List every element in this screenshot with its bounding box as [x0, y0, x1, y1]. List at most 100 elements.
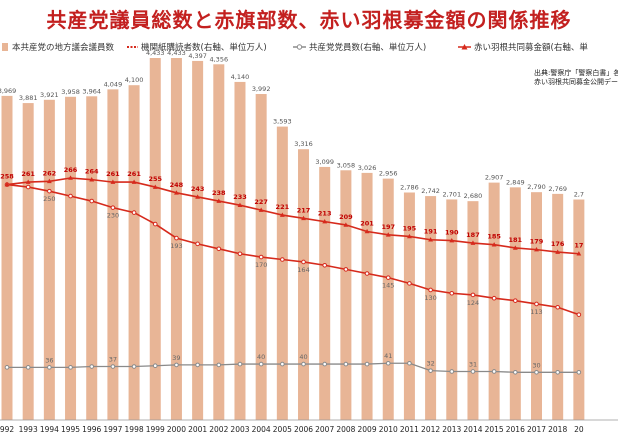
bar	[107, 89, 119, 420]
red-triangle-marker	[131, 179, 137, 184]
gray-marker	[470, 369, 476, 374]
red-triangle-value-label: 201	[360, 220, 374, 228]
red-circle-marker	[407, 281, 412, 286]
red-triangle-marker	[343, 222, 349, 227]
bar-value-label: 2,680	[464, 192, 483, 200]
gray-marker	[216, 362, 222, 368]
gray-marker	[343, 361, 349, 367]
bar	[128, 85, 140, 420]
red-circle-marker	[576, 312, 582, 317]
line-series	[6, 177, 580, 373]
red-triangle-marker	[534, 247, 539, 252]
red-circle-value-label: 164	[297, 266, 309, 274]
red-triangle-value-label: 213	[318, 210, 332, 218]
x-tick-label: 2004	[252, 425, 271, 434]
x-tick-label: 2000	[167, 425, 186, 434]
bar-value-label: 2,701	[442, 190, 461, 198]
red-triangle-value-label: 190	[445, 229, 459, 237]
gray-value-label: 40	[257, 353, 265, 361]
bar-value-label: 2,956	[379, 170, 398, 178]
bar	[22, 103, 34, 420]
x-tick-label: 2005	[273, 425, 292, 434]
red-circle-value-label: 230	[107, 212, 119, 220]
x-tick-label: 2018	[548, 425, 567, 434]
bar-value-label: 3,881	[19, 94, 38, 102]
gray-marker	[491, 369, 497, 374]
x-tick-label: 992	[0, 425, 14, 434]
red-triangle-marker	[110, 179, 116, 184]
bar-value-label: 4,100	[125, 76, 144, 84]
legend-swatch-gray-marker	[296, 44, 303, 50]
red-circle-marker	[174, 235, 179, 241]
bar-value-label: 3,026	[358, 164, 377, 172]
red-triangle-value-label: 248	[170, 181, 184, 189]
x-tick-label: 1998	[125, 425, 144, 434]
gray-marker	[280, 361, 285, 367]
bar-value-label: 4,049	[104, 80, 123, 88]
red-circle-marker	[513, 298, 518, 303]
bar-value-label: 3,958	[61, 88, 80, 96]
bar-value-label: 2,769	[548, 185, 567, 193]
x-axis: 992 1993 1994 1995 1996 1997 1998 1999 2000 2001 2…	[0, 419, 618, 434]
red-triangle-marker	[4, 181, 10, 187]
red-triangle-value-label: 262	[43, 169, 57, 177]
red-triangle-value-label: 181	[509, 236, 523, 244]
red-triangle-marker	[25, 179, 31, 184]
red-triangle-value-label: 179	[530, 238, 544, 246]
gray-marker	[68, 365, 73, 370]
bar	[298, 149, 310, 420]
gray-marker	[4, 365, 10, 370]
red-circle-marker	[258, 254, 264, 260]
x-tick-label: 2003	[230, 425, 249, 434]
bar-value-label: 4,356	[209, 55, 228, 63]
red-circle-marker	[68, 193, 73, 199]
x-tick-label: 20	[574, 425, 584, 434]
gray-marker	[25, 365, 31, 370]
red-triangle-marker	[576, 251, 582, 256]
red-triangle-value-label: 264	[85, 168, 99, 176]
x-tick-label: 2013	[442, 425, 461, 434]
bar	[86, 96, 98, 420]
red-triangle-value-label: 243	[191, 185, 205, 193]
red-circle-marker	[25, 184, 31, 190]
gray-marker	[576, 370, 582, 375]
bar-value-label: 3,921	[40, 91, 59, 99]
gray-value-label: 31	[469, 360, 477, 368]
red-circle-value-label: 250	[43, 195, 55, 203]
red-triangle-value-label: 255	[148, 175, 162, 183]
red-circle-marker	[131, 210, 137, 215]
red-triangle-marker	[491, 242, 497, 247]
gray-marker	[174, 362, 179, 368]
legend-label: 機関紙購読者数(右軸、単位万人)	[141, 42, 267, 53]
red-circle-marker	[47, 188, 52, 194]
bar	[382, 178, 394, 420]
legend-swatch-triangle	[461, 44, 468, 50]
red-triangle-marker	[512, 245, 518, 250]
red-triangle-value-label: 217	[297, 206, 311, 214]
x-tick-label: 1999	[146, 425, 165, 434]
red-triangle-value-label: 191	[424, 228, 438, 236]
red-triangle-value-label: 209	[339, 213, 353, 221]
line-markers	[4, 175, 582, 375]
source-line: 赤い羽根共同募金公開データ	[534, 77, 618, 86]
bar-value-label: 2,790	[527, 183, 546, 191]
x-tick-label: 2015	[485, 425, 504, 434]
red-triangle-marker	[555, 249, 561, 254]
bar-value-label: 3,992	[252, 85, 271, 93]
gray-marker	[555, 370, 560, 375]
x-tick-label: 1994	[40, 425, 59, 434]
red-triangle-marker	[152, 184, 158, 189]
gray-marker	[428, 368, 433, 373]
bar	[319, 166, 331, 420]
gray-marker	[89, 364, 95, 369]
bar-value-label: 3,099	[315, 158, 334, 166]
source-note: 出典:警察庁「警察白書」各年版赤い羽根共同募金公開データ	[534, 68, 618, 86]
red-triangle-value-label: 195	[403, 224, 417, 232]
red-circle-marker	[343, 267, 349, 272]
red-circle-value-label: 113	[530, 308, 542, 316]
legend-label: 共産党党員数(右軸、単位万人)	[309, 42, 426, 53]
gray-marker	[195, 362, 200, 368]
gray-marker	[131, 364, 137, 369]
gray-value-label: 32	[426, 360, 434, 368]
red-circle-value-label: 124	[467, 299, 479, 307]
